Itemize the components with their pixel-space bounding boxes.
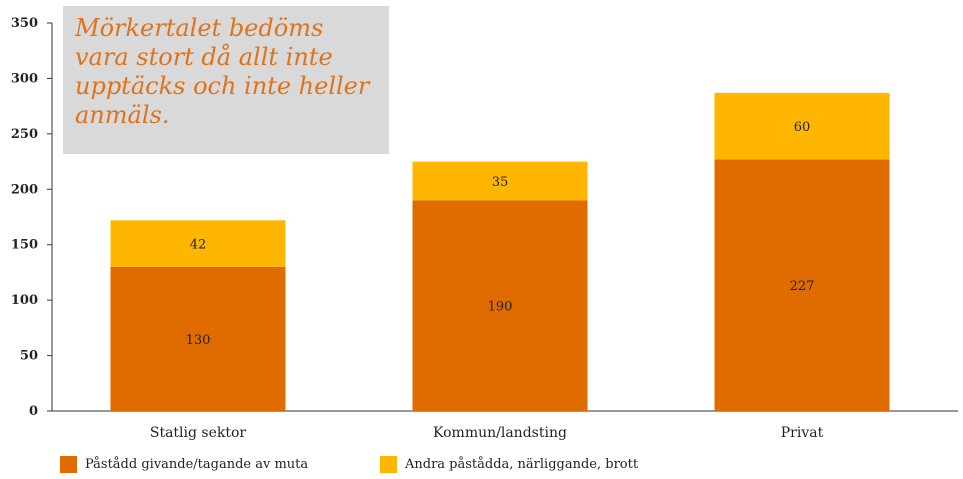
annotation-line: vara stort då allt inte bbox=[75, 43, 333, 71]
y-tick-label: 0 bbox=[29, 404, 38, 419]
annotation-callout: Mörkertalet bedöms vara stort då allt in… bbox=[63, 6, 389, 154]
legend-swatch-series1 bbox=[60, 456, 77, 473]
y-tick-label: 100 bbox=[11, 293, 38, 308]
x-category-label: Kommun/landsting bbox=[433, 425, 567, 441]
data-label: 227 bbox=[790, 279, 815, 294]
data-label: 42 bbox=[190, 238, 207, 253]
bar-segment bbox=[110, 220, 286, 267]
legend-swatch-series2 bbox=[380, 456, 397, 473]
annotation-line: anmäls. bbox=[75, 101, 170, 129]
x-category-label: Statlig sektor bbox=[150, 425, 247, 441]
x-category-label: Privat bbox=[781, 425, 824, 441]
y-tick-label: 200 bbox=[11, 182, 38, 197]
y-tick-label: 300 bbox=[11, 71, 38, 86]
bar-segment bbox=[714, 92, 890, 160]
bar-segment bbox=[714, 159, 890, 411]
y-tick-label: 350 bbox=[11, 16, 38, 31]
y-tick-label: 50 bbox=[20, 349, 38, 364]
legend-label-series2: Andra påstådda, närliggande, brott bbox=[405, 457, 639, 472]
bar-segment bbox=[110, 266, 286, 411]
data-label: 35 bbox=[492, 175, 509, 190]
bar-segment bbox=[412, 200, 588, 411]
data-label: 130 bbox=[186, 333, 211, 348]
legend-label-series1: Påstådd givande/tagande av muta bbox=[85, 457, 309, 472]
legend-item-series1: Påstådd givande/tagande av muta bbox=[60, 456, 308, 473]
annotation-line: Mörkertalet bedöms bbox=[75, 14, 324, 42]
y-tick-label: 150 bbox=[11, 238, 38, 253]
data-label: 60 bbox=[794, 120, 811, 135]
annotation-line: upptäcks och inte heller bbox=[75, 72, 370, 100]
y-tick-label: 250 bbox=[11, 127, 38, 142]
bar-segment bbox=[412, 161, 588, 201]
data-label: 190 bbox=[488, 300, 513, 315]
legend-item-series2: Andra påstådda, närliggande, brott bbox=[380, 456, 638, 473]
